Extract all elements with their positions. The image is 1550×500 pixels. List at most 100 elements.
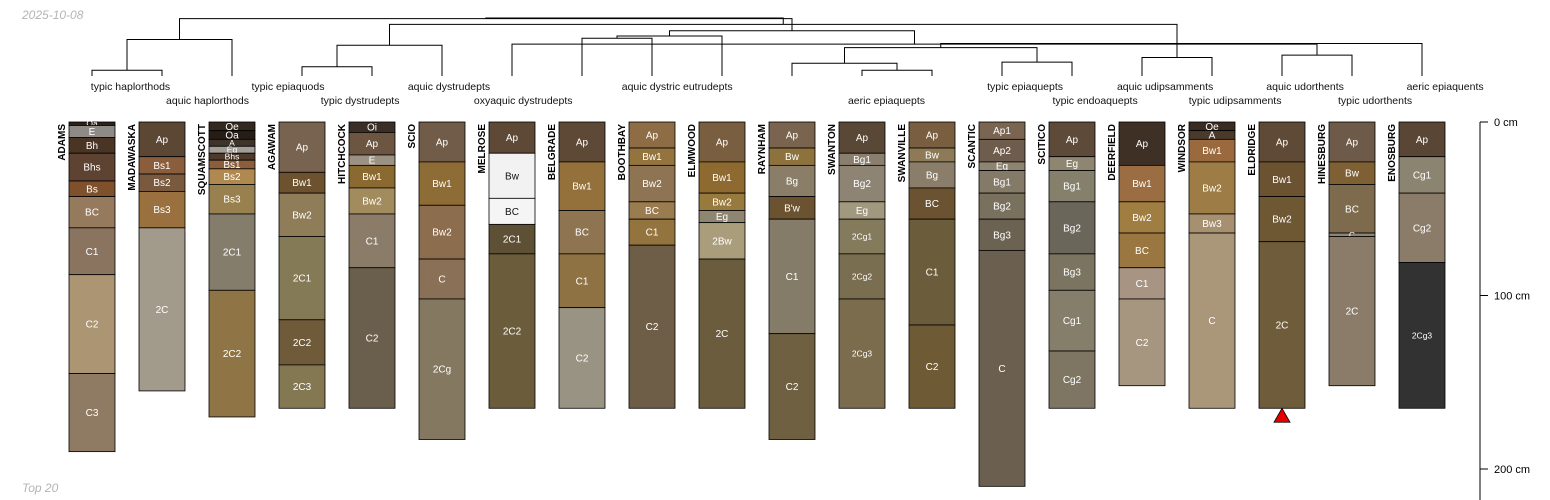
soil-horizon bbox=[1118, 232, 1166, 269]
horizon-label: Bg3 bbox=[993, 230, 1011, 241]
soil-profile: Ap Bs1 Bs2 Bs3 2C MADAWASKA bbox=[127, 121, 186, 392]
soil-horizon bbox=[348, 267, 396, 409]
horizon-label: Bw2 bbox=[1132, 213, 1152, 224]
horizon-label: BC bbox=[505, 207, 519, 218]
horizon-label: 2Cg3 bbox=[1412, 330, 1433, 340]
horizon-label: Ap bbox=[646, 131, 659, 142]
profile-name: MELROSE bbox=[477, 124, 488, 174]
soil-horizon bbox=[908, 324, 956, 409]
soil-horizon bbox=[698, 258, 746, 409]
horizon-label: Bw3 bbox=[1202, 219, 1222, 230]
dendrogram-branch bbox=[616, 35, 723, 76]
soil-horizon bbox=[838, 298, 886, 409]
dendrogram-branch bbox=[940, 43, 1423, 76]
soil-horizon bbox=[978, 218, 1026, 251]
horizon-label: E bbox=[369, 156, 376, 167]
soil-horizon bbox=[1398, 121, 1446, 158]
horizon-label: Bw bbox=[785, 152, 800, 163]
soil-profile: Ap Cg1 Cg2 2Cg3 ENOSBURG bbox=[1387, 121, 1446, 409]
soil-horizon bbox=[208, 184, 256, 215]
soil-horizon bbox=[418, 258, 466, 300]
horizon-label: Ap bbox=[786, 131, 799, 142]
horizon-label: Bw2 bbox=[642, 179, 662, 190]
soil-horizon bbox=[1398, 262, 1446, 409]
profile-name: ADAMS bbox=[57, 124, 68, 161]
horizon-label: Eg bbox=[996, 162, 1008, 173]
profile-name: BOOTHBAY bbox=[617, 124, 628, 181]
dendrogram-branch bbox=[1001, 61, 1073, 76]
soil-horizon bbox=[698, 161, 746, 194]
horizon-label: Bw1 bbox=[572, 182, 592, 193]
horizon-label: 2Cg bbox=[433, 365, 451, 376]
soil-horizon bbox=[68, 227, 116, 276]
soil-horizon bbox=[1118, 201, 1166, 234]
soil-profile: OaE Bh Bhs Bs BC C1 C2 C3 ADAMS bbox=[57, 119, 116, 453]
soil-horizon bbox=[278, 319, 326, 366]
soil-horizon bbox=[278, 192, 326, 237]
soil-horizon bbox=[348, 213, 396, 269]
soil-horizon bbox=[1048, 121, 1096, 158]
soil-profile: Ap Bw1 BC C1 C2 BELGRADE bbox=[547, 121, 606, 409]
profile-name: SCANTIC bbox=[967, 124, 978, 168]
profile-name: BELGRADE bbox=[547, 124, 558, 180]
horizon-label: Bg2 bbox=[1063, 223, 1081, 234]
profile-name: ELDRIDGE bbox=[1247, 124, 1258, 176]
soil-profile: Ap Bw BC C 2C HINESBURG bbox=[1317, 121, 1376, 387]
horizon-label: Ap bbox=[1066, 135, 1079, 146]
soil-horizon bbox=[68, 274, 116, 374]
soil-horizon bbox=[418, 121, 466, 163]
soil-horizon bbox=[628, 121, 676, 149]
soil-horizon bbox=[1048, 170, 1096, 203]
soil-horizon bbox=[698, 222, 746, 260]
horizon-label: Ap bbox=[856, 133, 869, 144]
soil-profile: Ap Eg Bg1 Bg2 Bg3 Cg1 Cg2 SCITICO bbox=[1037, 121, 1096, 409]
horizon-label: Ap bbox=[296, 143, 309, 154]
date-label: 2025-10-08 bbox=[22, 8, 84, 22]
horizon-label: C bbox=[1349, 230, 1355, 240]
soil-horizon bbox=[488, 253, 536, 409]
horizon-label: 2Cg1 bbox=[852, 231, 873, 241]
horizon-label: Ap2 bbox=[993, 146, 1011, 157]
horizon-label: Ap bbox=[506, 133, 519, 144]
horizon-label: 2C1 bbox=[223, 248, 242, 259]
soil-horizon bbox=[1398, 192, 1446, 263]
horizon-label: BC bbox=[645, 206, 659, 217]
horizon-label: Oa bbox=[86, 119, 98, 129]
depth-tick-label: 100 cm bbox=[1494, 291, 1530, 303]
horizon-label: Cg2 bbox=[1063, 375, 1082, 386]
soil-horizon bbox=[418, 204, 466, 260]
horizon-label: BC bbox=[1135, 246, 1149, 257]
soil-horizon bbox=[138, 190, 186, 229]
soil-horizon bbox=[1328, 236, 1376, 387]
soil-profile: Ap Bw BC 2C1 2C2 MELROSE bbox=[477, 121, 536, 409]
horizon-label: Oa bbox=[225, 131, 239, 142]
horizon-label: BC bbox=[575, 228, 589, 239]
horizon-label: Bw1 bbox=[432, 179, 452, 190]
depth-tick-label: 200 cm bbox=[1494, 464, 1530, 476]
taxon-label: aquic udorthents bbox=[1266, 81, 1344, 93]
taxon-label: aeric epiaquepts bbox=[848, 95, 925, 107]
profile-name: RAYNHAM bbox=[757, 124, 768, 174]
soil-horizon bbox=[1258, 121, 1306, 163]
horizon-label: Bw2 bbox=[432, 228, 452, 239]
horizon-label: 2C bbox=[1346, 307, 1359, 318]
horizon-label: Bw1 bbox=[1272, 175, 1292, 186]
warning-triangle-icon bbox=[1273, 407, 1291, 423]
soil-profile: Ap Bw Bg B'w C1 C2 RAYNHAM bbox=[757, 121, 816, 440]
horizon-label: C1 bbox=[86, 247, 99, 258]
horizon-label: E bbox=[89, 127, 96, 138]
soil-horizon bbox=[138, 227, 186, 392]
soil-horizon bbox=[488, 152, 536, 199]
horizon-label: Bw1 bbox=[362, 172, 382, 183]
horizon-label: Ap bbox=[716, 137, 729, 148]
taxon-label: typic endoaquepts bbox=[1052, 95, 1137, 107]
profile-name: HITCHCOCK bbox=[337, 123, 348, 184]
horizon-label: 2C2 bbox=[293, 338, 312, 349]
dendrogram-branch bbox=[511, 43, 1318, 76]
soil-horizon bbox=[1258, 196, 1306, 243]
horizon-label: Bw1 bbox=[292, 178, 312, 189]
dendrogram-branch bbox=[791, 62, 898, 76]
horizon-label: Bg3 bbox=[1063, 268, 1081, 279]
